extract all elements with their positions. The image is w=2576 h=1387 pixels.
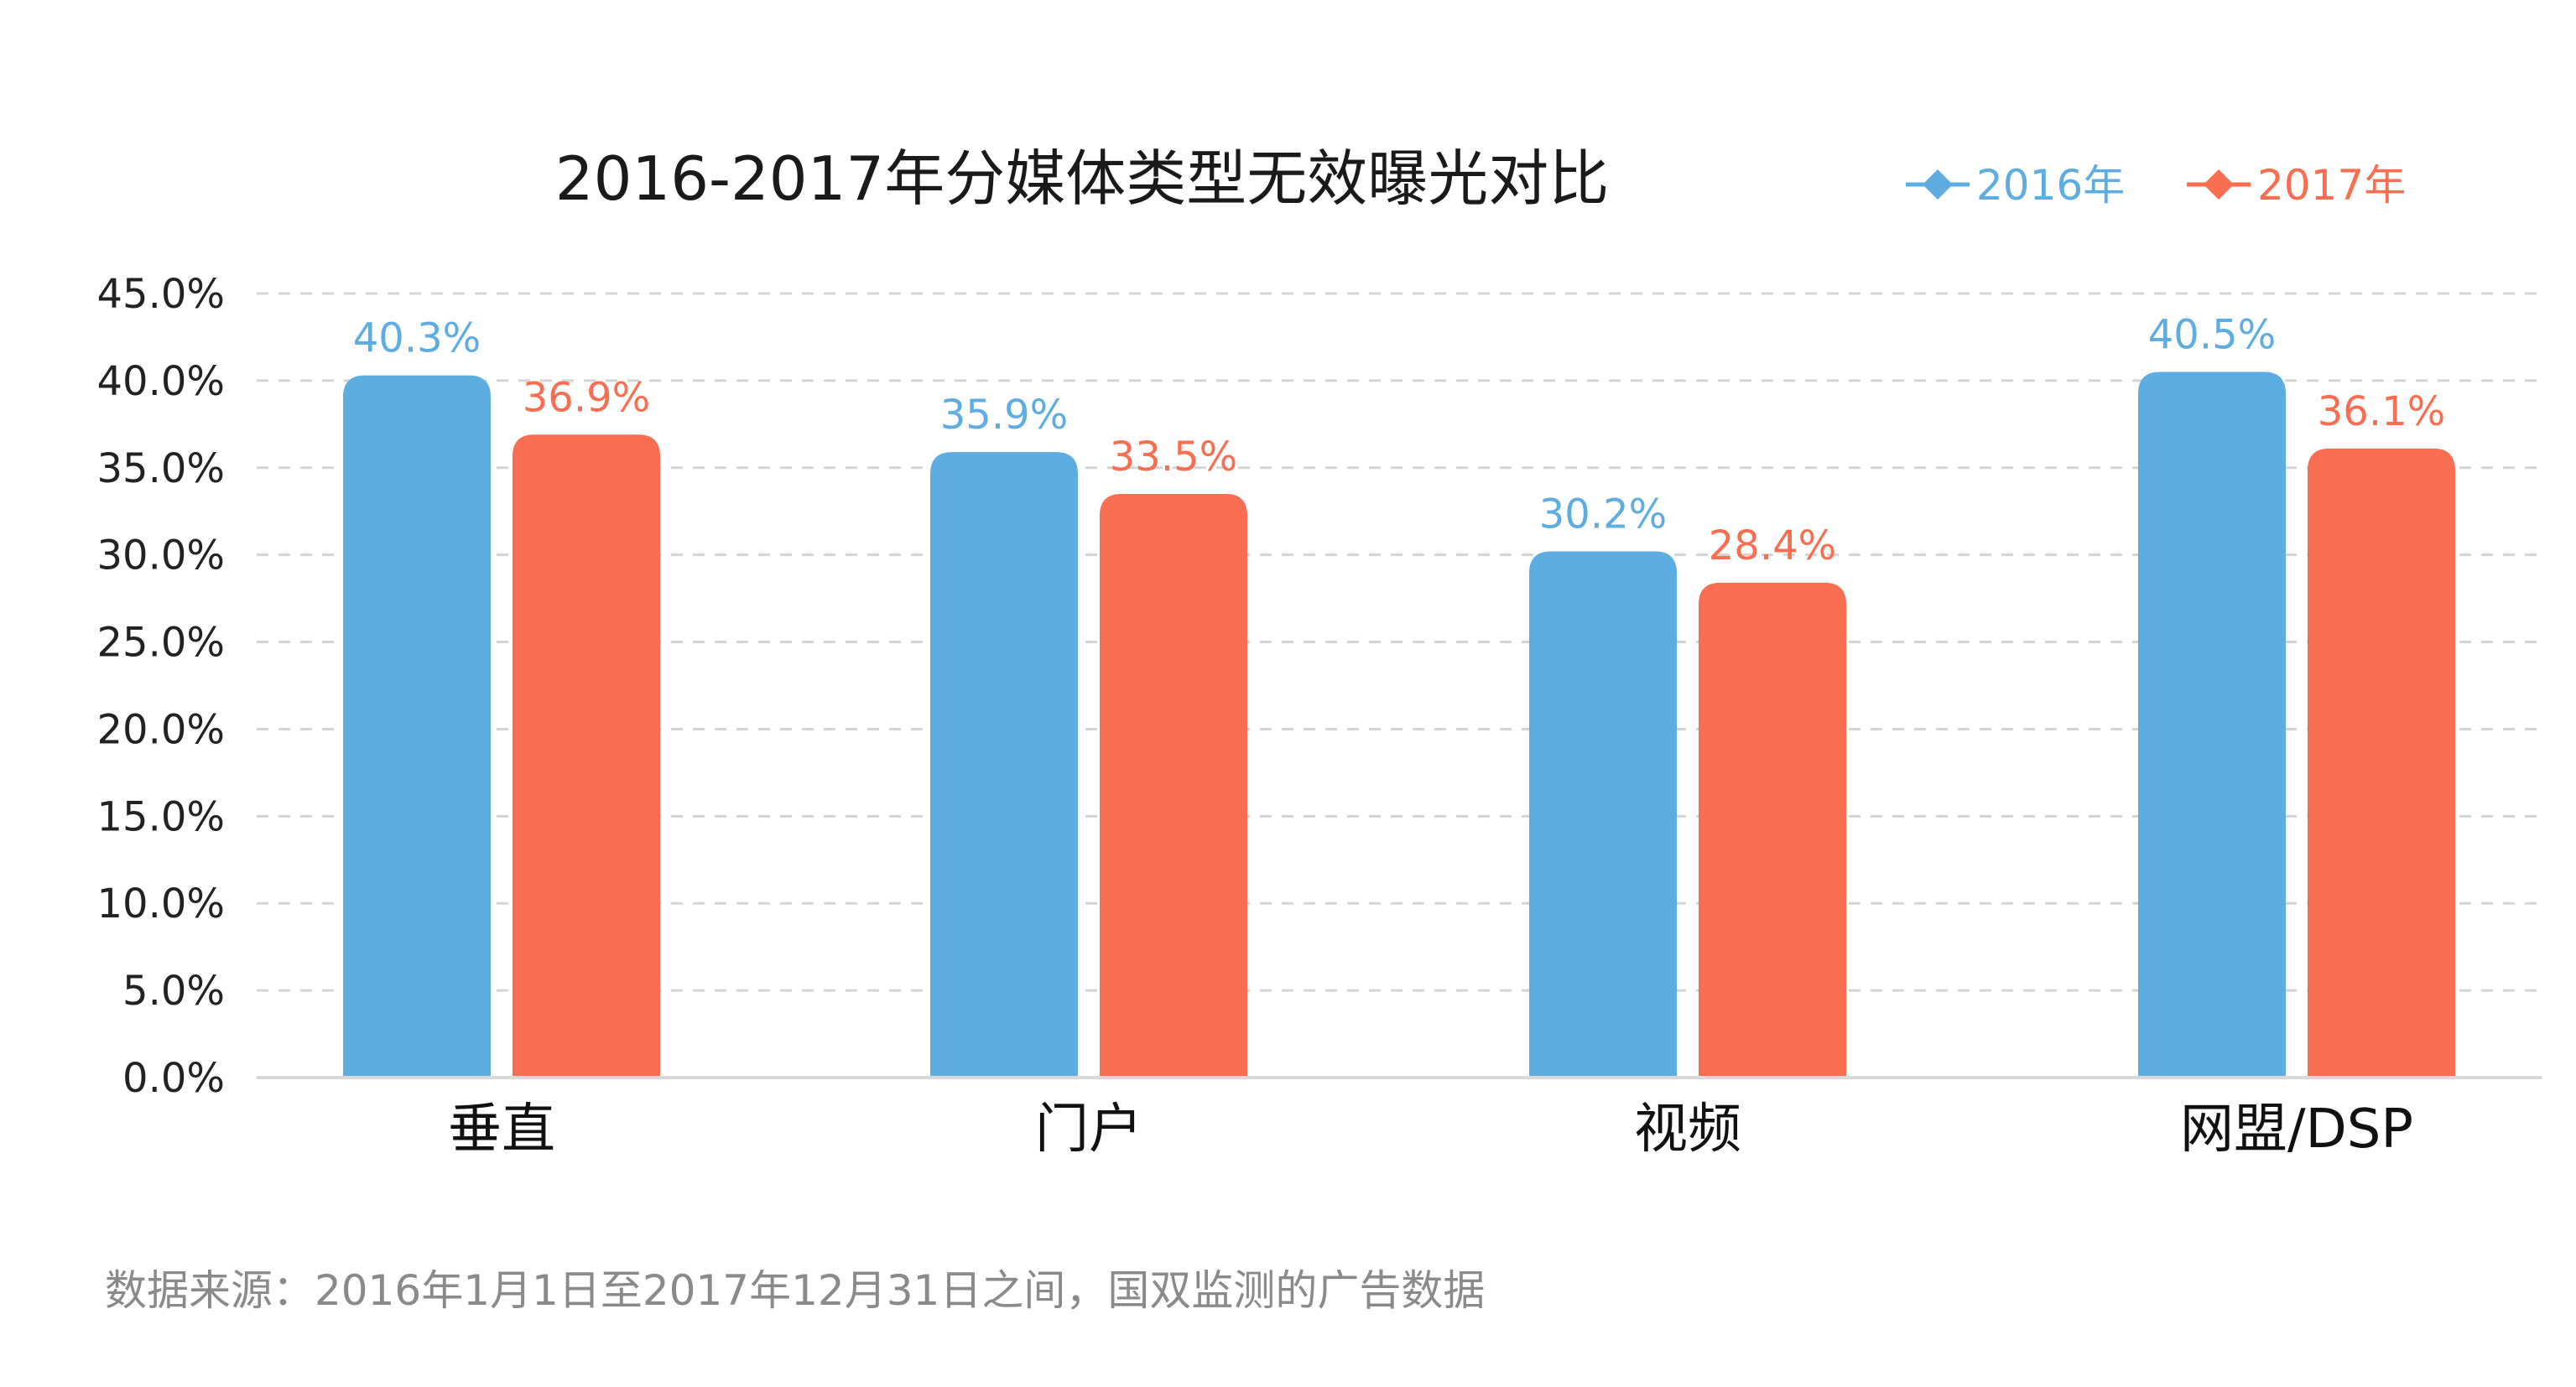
bar-2016-3 xyxy=(2138,371,2286,1078)
legend-diamond-icon xyxy=(2204,169,2234,200)
chart-title: 2016-2017年分媒体类型无效曝光对比 xyxy=(555,143,1609,214)
legend: 2016年 2017年 xyxy=(1906,161,2406,210)
y-tick-label: 45.0% xyxy=(97,271,225,318)
data-label: 40.5% xyxy=(2148,312,2276,359)
y-tick-label: 30.0% xyxy=(97,532,225,579)
bar-2017-3 xyxy=(2308,448,2455,1078)
y-tick-label: 15.0% xyxy=(97,793,225,840)
data-labels: 40.3% 36.9% 35.9% 33.5% 30.2% 28.4% 40.5% 36.1% xyxy=(353,312,2445,569)
y-tick-label: 0.0% xyxy=(122,1055,225,1102)
data-label: 35.9% xyxy=(940,392,1068,439)
y-tick-label: 35.0% xyxy=(97,445,225,492)
data-label: 40.3% xyxy=(353,315,481,362)
data-label: 30.2% xyxy=(1539,491,1667,538)
bar-2017-2 xyxy=(1699,582,1846,1078)
y-tick-label: 25.0% xyxy=(97,620,225,667)
y-tick-label: 5.0% xyxy=(122,968,225,1015)
y-tick-label: 40.0% xyxy=(97,358,225,405)
bar-2017-1 xyxy=(1100,493,1247,1078)
y-tick-label: 10.0% xyxy=(97,881,225,927)
x-tick-label: 门户 xyxy=(1035,1099,1142,1161)
bar-2017-0 xyxy=(513,434,660,1078)
bar-2016-1 xyxy=(930,452,1078,1078)
legend-diamond-icon xyxy=(1923,169,1953,200)
data-label: 36.1% xyxy=(2318,388,2445,435)
y-axis: 0.0% 5.0% 10.0% 15.0% 20.0% 25.0% 30.0% 35.0% 40… xyxy=(97,271,225,1102)
x-tick-label: 网盟/DSP xyxy=(2180,1099,2413,1161)
x-tick-label: 视频 xyxy=(1634,1099,1741,1161)
data-label: 36.9% xyxy=(523,374,650,421)
bars xyxy=(343,371,2455,1078)
data-label: 28.4% xyxy=(1709,522,1836,569)
bar-2016-2 xyxy=(1529,551,1677,1078)
x-axis: 垂直 门户 视频 网盟/DSP xyxy=(448,1099,2413,1161)
legend-label: 2017年 xyxy=(2257,161,2406,210)
x-tick-label: 垂直 xyxy=(448,1099,555,1161)
bar-2016-0 xyxy=(343,375,491,1078)
legend-label: 2016年 xyxy=(1976,161,2125,210)
y-tick-label: 20.0% xyxy=(97,706,225,753)
source-note: 数据来源：2016年1月1日至2017年12月31日之间，国双监测的广告数据 xyxy=(105,1266,1485,1315)
data-label: 33.5% xyxy=(1110,434,1237,481)
